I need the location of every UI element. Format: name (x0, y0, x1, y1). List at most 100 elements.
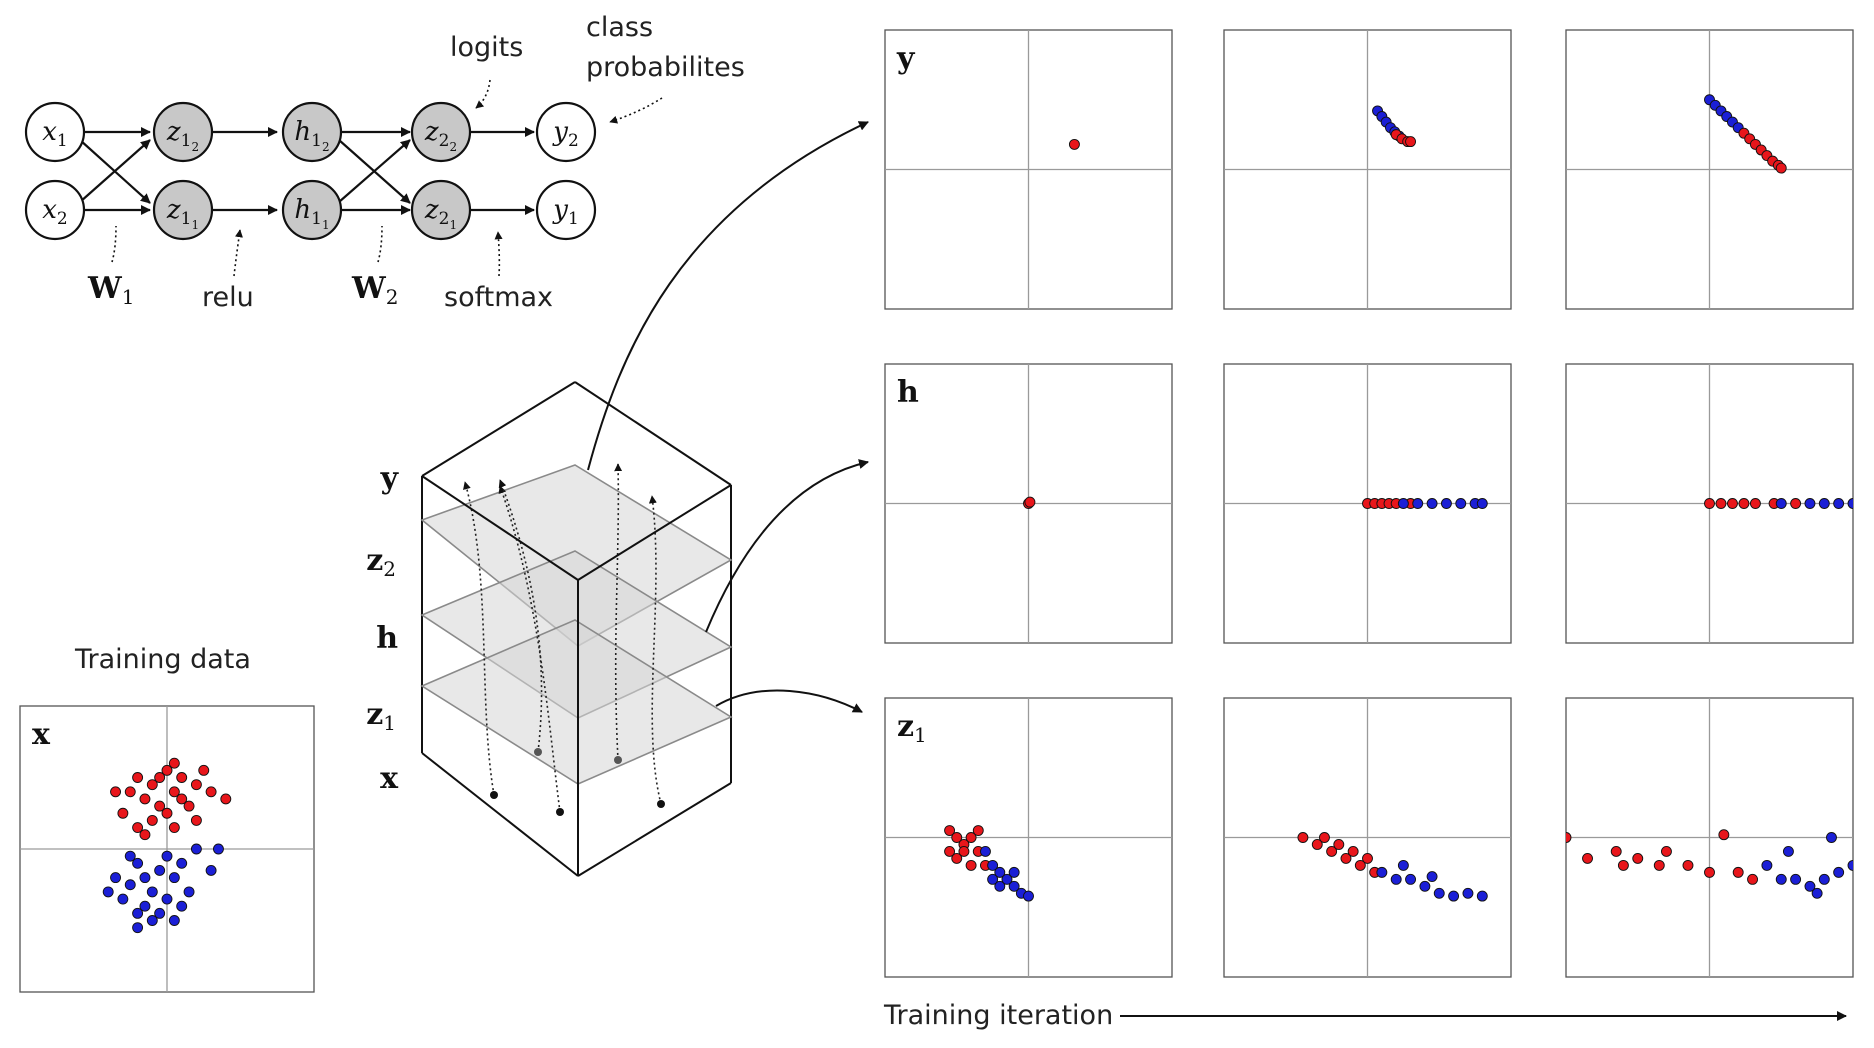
stack-trajectory-starts (490, 748, 665, 816)
point-blue-4 (161, 850, 173, 862)
point-red-0 (1297, 832, 1309, 843)
point-red-0 (1704, 498, 1715, 509)
stack-label-y: y (380, 461, 400, 496)
panel-z1-iter-1: z1 (884, 697, 1173, 978)
point-red-0 (1068, 138, 1080, 150)
point-red-0 (944, 825, 956, 836)
point-red-1 (1715, 498, 1727, 509)
node-label: x2 (42, 195, 68, 229)
point-red-8 (965, 859, 977, 871)
panel-label: z1 (897, 709, 927, 747)
point-red-2 (139, 793, 151, 805)
point-blue-7 (1008, 866, 1020, 878)
panel-h-iter-1: h (884, 363, 1173, 644)
stack-label-h: h (376, 621, 398, 656)
point-blue-0 (132, 857, 144, 869)
network-nodes: x1 x2 z12 z11 h12 h11 z22 z21 y2 y1 (24, 101, 597, 241)
point-blue-4 (1818, 873, 1830, 885)
point-blue-6 (1462, 887, 1474, 899)
point-red-7 (176, 772, 188, 783)
point-blue-9 (1811, 887, 1823, 899)
panel-label: y (896, 41, 916, 76)
point-red-14 (198, 764, 210, 776)
point-blue-12 (139, 900, 151, 912)
panel-z1-iter-2 (1223, 697, 1512, 978)
point-red-22 (168, 822, 180, 833)
point-blue-14 (110, 872, 122, 884)
point-red-4 (1653, 859, 1665, 871)
point-blue-19 (102, 886, 114, 898)
point-blue-6 (1476, 498, 1488, 509)
network-edges (79, 127, 535, 215)
point-blue-4 (1433, 887, 1445, 899)
stack-label-x: x (380, 761, 399, 796)
stack-label-z1: z1 (366, 697, 396, 735)
point-red-16 (176, 793, 188, 805)
point-blue-4 (1008, 880, 1020, 892)
point-red-6 (1318, 832, 1330, 843)
point-blue-4 (1455, 498, 1467, 509)
node-h1-1: h11 (281, 179, 343, 241)
scatter-points (1372, 105, 1417, 148)
point-blue-1 (1804, 498, 1816, 509)
point-blue-2 (1790, 873, 1802, 885)
panel-label: x (32, 717, 51, 752)
node-label: x1 (42, 117, 68, 151)
point-blue-3 (1419, 880, 1431, 892)
weight-w1-label: W1 (87, 271, 134, 309)
node-x2: x2 (24, 179, 86, 241)
point-red-21 (110, 786, 122, 798)
panel-label: h (897, 375, 919, 410)
point-red-2 (1727, 498, 1738, 509)
point-blue-16 (124, 850, 136, 862)
training-data-title: Training data (74, 644, 251, 675)
point-red-8 (1362, 852, 1373, 864)
point-blue-3 (154, 865, 166, 876)
point-blue-0 (1761, 859, 1773, 871)
point-red-4 (1354, 859, 1366, 871)
point-blue-21 (132, 922, 144, 934)
panel-y-iter-2 (1223, 29, 1512, 310)
point-red-4 (1749, 498, 1761, 509)
stack-front-edges (421, 475, 732, 877)
point-blue-5 (1833, 866, 1845, 878)
point-blue-0 (1775, 498, 1787, 509)
point-red-9 (1347, 846, 1359, 857)
softmax-label: softmax (444, 282, 553, 313)
stack-trajectories (463, 463, 662, 813)
point-blue-22 (205, 865, 217, 876)
node-label: y2 (552, 117, 579, 151)
point-blue-17 (190, 843, 202, 855)
point-red-10 (972, 825, 984, 836)
point-red-6 (951, 852, 963, 864)
point-blue-3 (1001, 873, 1013, 885)
point-blue-8 (1782, 846, 1794, 857)
point-blue-5 (124, 879, 136, 891)
layer-stack-diagram: y z2 h z1 x (366, 121, 869, 877)
node-label: z22 (424, 117, 457, 154)
point-blue-6 (117, 893, 129, 905)
scatter-points (1297, 832, 1488, 902)
point-red-0 (124, 786, 136, 798)
point-blue-8 (987, 873, 999, 885)
panel-h-iter-2 (1223, 363, 1512, 644)
point-red-5 (1682, 859, 1694, 871)
point-red-8 (117, 807, 129, 819)
point-red-11 (1747, 873, 1759, 885)
node-x1: x1 (24, 101, 86, 163)
training-iteration-label: Training iteration (883, 1000, 1113, 1031)
point-blue-0 (980, 846, 991, 857)
relu-label: relu (202, 282, 254, 313)
node-z2-2: z22 (410, 101, 472, 163)
panel-z1-iter-3 (1565, 697, 1854, 978)
point-blue-20 (168, 915, 180, 926)
point-red-23 (220, 793, 232, 805)
point-blue-1 (139, 872, 151, 884)
class-probabilities-label-line1: class (586, 12, 653, 43)
scatter-panels: x y h z1 (19, 29, 1854, 993)
weight-w2-label: W2 (351, 271, 398, 309)
scatter-points (1362, 498, 1488, 509)
scatter-points (1566, 829, 1853, 899)
point-red-7 (1732, 866, 1744, 878)
